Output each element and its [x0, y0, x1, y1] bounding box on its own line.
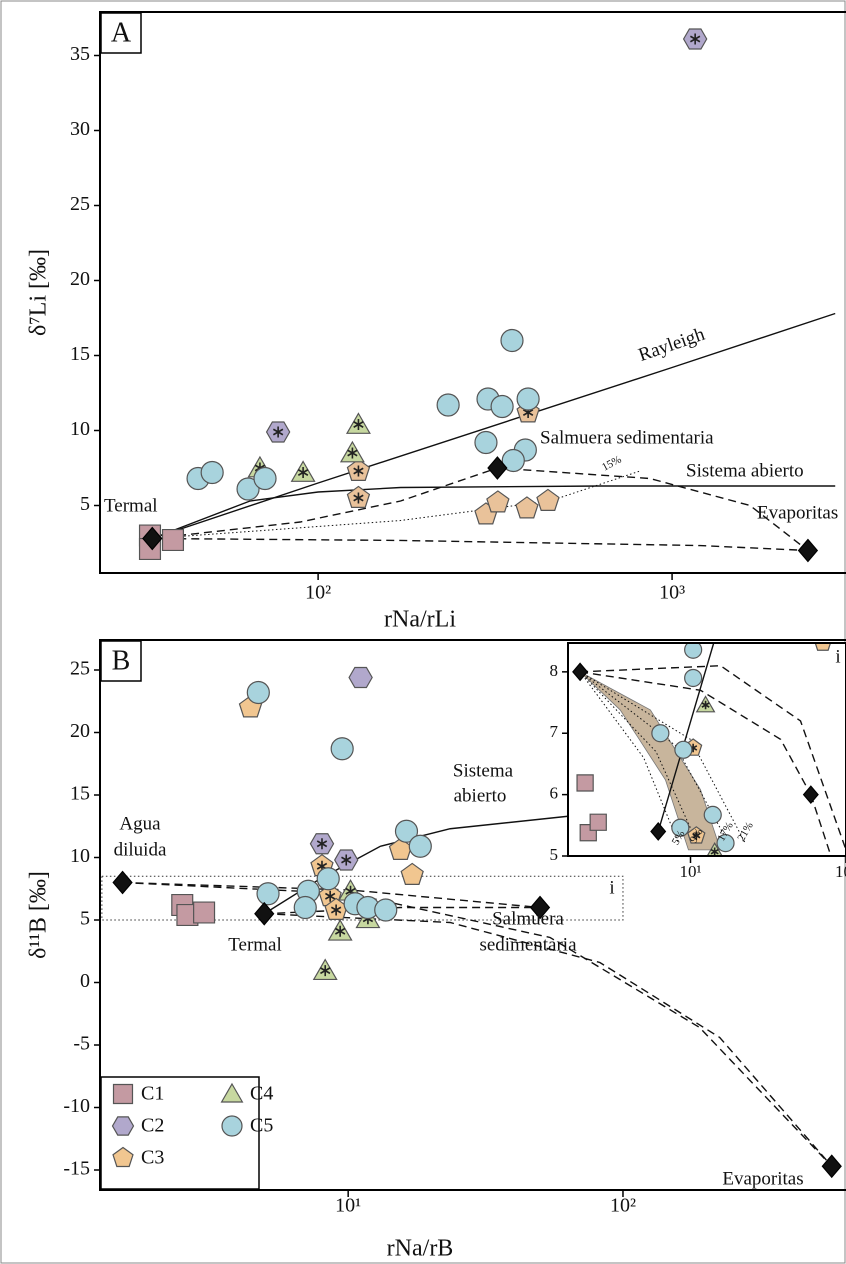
- y-tick-label: 35: [70, 43, 90, 65]
- end-member-label: sedimentaria: [479, 934, 577, 955]
- curve: [152, 471, 640, 539]
- marker: [255, 903, 274, 925]
- curve-label: Sistema abierto: [686, 460, 804, 481]
- y-tick-label: -5: [73, 1033, 90, 1055]
- marker: [577, 775, 593, 791]
- marker: [113, 1117, 134, 1135]
- marker: [475, 432, 497, 454]
- marker: [517, 388, 539, 410]
- marker: [317, 868, 339, 890]
- legend-label: C2: [141, 1115, 164, 1137]
- curve: [152, 539, 808, 551]
- plot-area: [140, 29, 836, 562]
- y-axis-label: δ¹¹B [‰]: [26, 871, 52, 959]
- curve-label: Sistema: [453, 760, 514, 781]
- y-tick-label: 30: [70, 118, 90, 140]
- marker: [487, 491, 509, 512]
- inset-label: i: [835, 646, 840, 667]
- y-tick-label: 5: [80, 908, 90, 930]
- marker: [114, 1085, 133, 1104]
- y-tick-label: 15: [70, 783, 90, 805]
- y-tick-label: 25: [70, 193, 90, 215]
- x-tick-label: 10¹: [335, 1195, 361, 1217]
- marker: [257, 883, 279, 905]
- marker: [685, 669, 702, 686]
- curve-label: abierto: [454, 785, 507, 806]
- y-tick-label: 10: [70, 845, 90, 867]
- marker: [113, 872, 132, 894]
- y-tick-label: -10: [63, 1095, 90, 1117]
- marker: [675, 741, 692, 758]
- x-axis-label: rNa/rB: [387, 1236, 454, 1262]
- figure: 510152025303510²10³rNa/rLiδ⁷Li [‰]Raylei…: [0, 0, 846, 1264]
- y-tick-label: 0: [80, 970, 90, 992]
- marker: [163, 530, 184, 551]
- marker: [537, 489, 559, 510]
- marker: [194, 902, 215, 923]
- y-tick-label: 25: [70, 658, 90, 680]
- end-member-label: diluida: [114, 839, 167, 860]
- end-member-label: Termal: [104, 495, 158, 516]
- end-member-label: Termal: [228, 934, 282, 955]
- end-member-label: Evaporitas: [722, 1168, 803, 1189]
- legend-label: C1: [141, 1083, 164, 1105]
- legend-label: C4: [250, 1083, 273, 1105]
- y-tick-label: 8: [550, 661, 559, 680]
- page: {"chart_data":[ {"type":"scatter","panel…: [0, 0, 846, 1264]
- marker: [590, 814, 606, 830]
- legend-label: C5: [250, 1115, 273, 1137]
- marker: [247, 682, 269, 704]
- marker: [516, 497, 538, 518]
- y-tick-label: -15: [63, 1158, 90, 1180]
- y-tick-label: 10: [70, 418, 90, 440]
- marker: [254, 468, 276, 490]
- panel: 567810¹10²5%9%17%21%i: [550, 634, 846, 881]
- axes-frame: [100, 12, 846, 573]
- legend: C1 C2 C3 C4 C5: [101, 1077, 273, 1189]
- legend-label: C3: [141, 1147, 164, 1169]
- y-tick-label: 5: [550, 845, 559, 864]
- marker: [349, 667, 372, 687]
- y-tick-label: 20: [70, 720, 90, 742]
- y-tick-label: 5: [80, 493, 90, 515]
- end-member-label: Salmuera sedimentaria: [540, 427, 714, 448]
- marker: [501, 330, 523, 352]
- marker: [799, 540, 818, 562]
- end-member-label: Agua: [119, 813, 161, 834]
- y-tick-label: 7: [550, 722, 559, 741]
- x-tick-label: 10²: [610, 1195, 636, 1217]
- panel-letter: A: [111, 17, 132, 48]
- marker: [375, 899, 397, 921]
- marker: [331, 738, 353, 760]
- x-axis-label: rNa/rLi: [384, 607, 456, 633]
- marker: [437, 394, 459, 416]
- marker: [294, 897, 316, 919]
- end-member-label: Evaporitas: [757, 502, 838, 523]
- marker: [409, 835, 431, 857]
- x-tick-label: 10³: [659, 582, 685, 604]
- y-tick-label: 15: [70, 343, 90, 365]
- region-label: i: [609, 877, 614, 898]
- y-tick-label: 20: [70, 268, 90, 290]
- y-tick-label: 6: [550, 784, 559, 803]
- marker: [222, 1116, 242, 1136]
- x-tick-label: 10²: [835, 862, 846, 881]
- panel-letter: B: [112, 645, 131, 676]
- marker: [652, 725, 669, 742]
- marker: [491, 396, 513, 418]
- x-tick-label: 10¹: [679, 862, 701, 881]
- y-axis-label: δ⁷Li [‰]: [26, 249, 52, 336]
- end-member-label: Salmuera: [492, 908, 564, 929]
- marker: [401, 863, 423, 884]
- marker: [201, 462, 223, 484]
- x-tick-label: 10²: [305, 582, 331, 604]
- marker: [704, 806, 721, 823]
- curve-label: 15%: [600, 454, 623, 474]
